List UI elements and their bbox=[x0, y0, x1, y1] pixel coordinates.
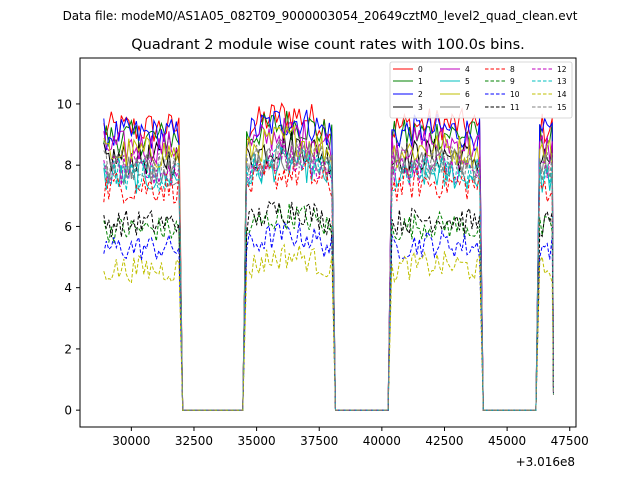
x-tick-label: 32500 bbox=[175, 434, 213, 448]
legend-label-11: 11 bbox=[510, 103, 520, 112]
y-tick-label: 4 bbox=[64, 281, 72, 295]
legend-label-6: 6 bbox=[465, 90, 470, 99]
x-tick-label: 30000 bbox=[112, 434, 150, 448]
series-layer bbox=[103, 102, 554, 411]
axes-frame bbox=[79, 57, 577, 428]
series-line-9 bbox=[103, 203, 554, 411]
suptitle: Data file: modeM0/AS1A05_082T09_90000030… bbox=[63, 9, 578, 23]
legend-label-12: 12 bbox=[557, 65, 567, 74]
x-tick-label: 40000 bbox=[363, 434, 401, 448]
series-line-10 bbox=[103, 221, 554, 411]
x-tick-label: 45000 bbox=[488, 434, 526, 448]
chart-title: Quadrant 2 module wise count rates with … bbox=[131, 37, 525, 53]
legend-label-7: 7 bbox=[465, 103, 470, 112]
legend-label-14: 14 bbox=[557, 90, 567, 99]
series-line-14 bbox=[103, 243, 554, 411]
legend-label-0: 0 bbox=[418, 65, 423, 74]
legend-label-8: 8 bbox=[510, 65, 515, 74]
legend-frame bbox=[389, 61, 573, 119]
plot-area: 30000 32500 35000 37500 40000 42500 45000 47500… bbox=[57, 57, 589, 469]
series-line-4 bbox=[103, 117, 554, 411]
series-line-15 bbox=[103, 137, 554, 411]
legend-label-13: 13 bbox=[557, 77, 567, 86]
series-line-11 bbox=[103, 200, 554, 411]
y-tick-label: 2 bbox=[64, 342, 72, 356]
y-tick-label: 8 bbox=[64, 159, 72, 173]
y-axis: 0 2 4 6 8 10 bbox=[57, 97, 80, 418]
y-tick-label: 0 bbox=[64, 404, 72, 418]
legend-label-2: 2 bbox=[418, 90, 423, 99]
legend-label-1: 1 bbox=[418, 77, 423, 86]
series-line-2 bbox=[103, 109, 554, 411]
y-tick-label: 10 bbox=[57, 97, 72, 111]
x-offset-label: +3.016e8 bbox=[516, 455, 575, 469]
series-line-5 bbox=[103, 146, 554, 411]
x-tick-label: 37500 bbox=[300, 434, 338, 448]
series-line-0 bbox=[103, 102, 554, 411]
series-line-8 bbox=[103, 158, 554, 411]
legend-label-4: 4 bbox=[465, 65, 470, 74]
legend-label-5: 5 bbox=[465, 77, 470, 86]
x-tick-label: 47500 bbox=[551, 434, 589, 448]
series-line-1 bbox=[103, 110, 554, 411]
legend-label-10: 10 bbox=[510, 90, 520, 99]
legend-label-3: 3 bbox=[418, 103, 423, 112]
x-tick-label: 42500 bbox=[425, 434, 463, 448]
y-tick-label: 6 bbox=[64, 220, 72, 234]
legend-label-9: 9 bbox=[510, 77, 515, 86]
legend-label-15: 15 bbox=[557, 103, 567, 112]
series-line-13 bbox=[103, 143, 554, 411]
x-axis: 30000 32500 35000 37500 40000 42500 45000 47500 bbox=[112, 427, 589, 448]
x-tick-label: 35000 bbox=[238, 434, 276, 448]
